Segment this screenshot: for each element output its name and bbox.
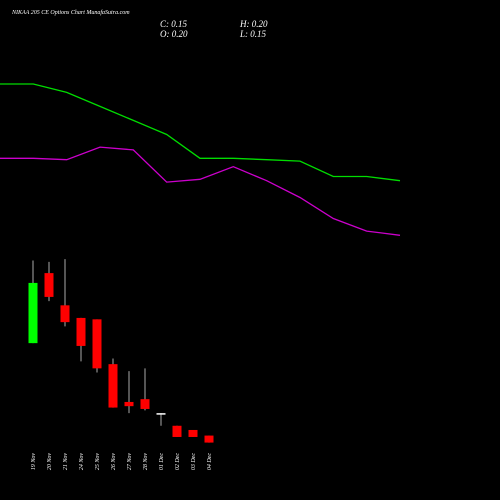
x-tick-label: 28 Nov xyxy=(143,453,149,471)
ma-line xyxy=(0,83,401,182)
x-tick-label: 26 Nov xyxy=(111,453,117,471)
candle-body xyxy=(172,425,182,437)
candle-body xyxy=(28,282,38,344)
x-tick-label: 27 Nov xyxy=(127,453,133,471)
x-tick-label: 02 Dec xyxy=(175,453,181,470)
ohlc-label: O: 0.20 xyxy=(160,29,188,39)
x-tick-label: 24 Nov xyxy=(78,453,85,471)
candle-body xyxy=(44,273,54,297)
x-tick-label: 25 Nov xyxy=(95,453,101,471)
ma-line xyxy=(0,146,401,236)
x-tick-label: 04 Dec xyxy=(206,453,213,470)
candle-body xyxy=(124,401,134,407)
chart-title: NIKAA 205 CE Options Chart MunafaSutra.c… xyxy=(11,9,130,16)
candle-body xyxy=(108,364,118,408)
x-tick-label: 21 Nov xyxy=(63,453,69,471)
candle-body xyxy=(140,399,150,409)
ohlc-label: C: 0.15 xyxy=(160,19,188,29)
candle-body xyxy=(156,413,166,415)
candle-body xyxy=(76,317,86,346)
ohlc-label: L: 0.15 xyxy=(239,29,267,39)
candle-body xyxy=(204,435,214,443)
x-tick-label: 20 Nov xyxy=(47,453,53,471)
x-tick-label: 19 Nov xyxy=(31,453,37,471)
candle-body xyxy=(188,429,198,437)
x-tick-label: 01 Dec xyxy=(159,453,165,470)
x-tick-label: 03 Dec xyxy=(191,453,197,470)
candle-body xyxy=(60,305,70,323)
candle-body xyxy=(92,319,102,369)
ohlc-label: H: 0.20 xyxy=(239,19,268,29)
